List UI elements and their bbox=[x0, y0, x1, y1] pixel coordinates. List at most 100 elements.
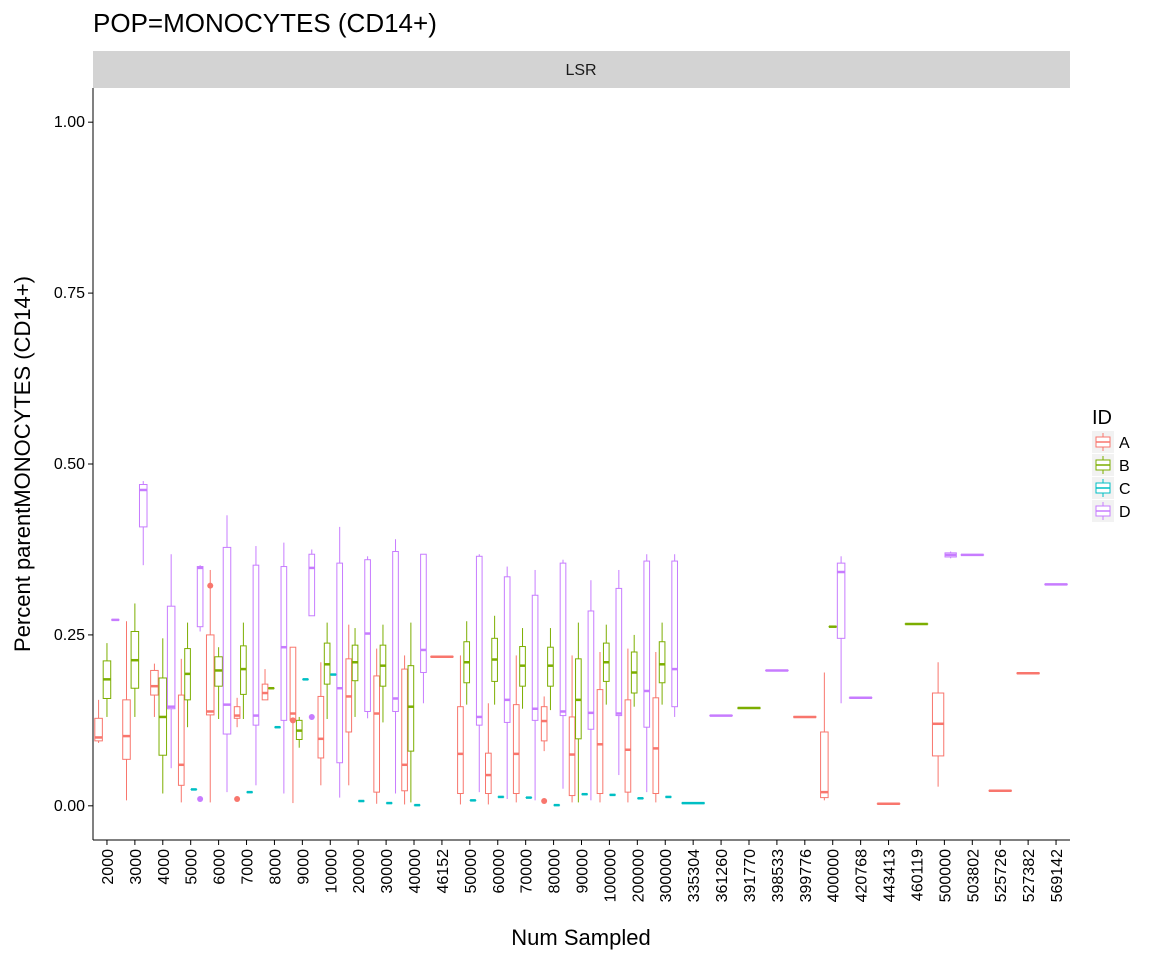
box-iqr bbox=[671, 560, 678, 708]
box-d-90000 bbox=[587, 580, 595, 801]
box-iqr bbox=[392, 551, 399, 712]
box-iqr bbox=[233, 706, 241, 719]
box-b-300000 bbox=[658, 622, 666, 705]
box-iqr bbox=[559, 562, 567, 717]
box-iqr bbox=[457, 706, 464, 795]
x-tick-label: 391770 bbox=[742, 849, 759, 902]
box-b-70000 bbox=[519, 628, 526, 709]
box-iqr bbox=[364, 559, 371, 712]
box-b-4000 bbox=[158, 638, 168, 794]
x-tick-label: 30000 bbox=[379, 849, 396, 894]
x-axis-title: Num Sampled bbox=[511, 925, 650, 950]
x-tick-label: 50000 bbox=[463, 849, 480, 894]
box-iqr bbox=[503, 576, 511, 723]
box-iqr bbox=[587, 610, 595, 730]
box-iqr bbox=[531, 594, 539, 721]
box-a-3000 bbox=[122, 621, 131, 801]
box-b-40000 bbox=[407, 622, 415, 803]
box-d-4000 bbox=[166, 554, 176, 769]
legend-label: C bbox=[1119, 481, 1131, 498]
box-d-8000 bbox=[280, 542, 288, 794]
x-tick-label: 525726 bbox=[993, 849, 1010, 902]
box-iqr bbox=[401, 668, 408, 792]
box-a-30000 bbox=[373, 648, 381, 804]
x-tick-label: 9000 bbox=[295, 849, 312, 885]
box-b-10000 bbox=[323, 622, 331, 719]
box-b-30000 bbox=[379, 624, 387, 723]
box-d-400000 bbox=[836, 556, 846, 704]
x-tick-label: 2000 bbox=[100, 849, 117, 885]
box-iqr bbox=[643, 560, 651, 728]
legend-item-b: B bbox=[1092, 454, 1130, 476]
x-tick-label: 40000 bbox=[407, 849, 424, 894]
x-tick-label: 569142 bbox=[1049, 849, 1066, 902]
box-a-9000 bbox=[289, 646, 297, 804]
series-a bbox=[94, 569, 1040, 806]
x-tick-label: 399776 bbox=[798, 849, 815, 902]
y-tick-label: 0.50 bbox=[54, 456, 85, 473]
box-iqr bbox=[150, 669, 159, 696]
x-tick-label: 300000 bbox=[658, 849, 675, 902]
box-b-7000 bbox=[240, 622, 247, 719]
series-b bbox=[102, 603, 929, 803]
box-iqr bbox=[615, 587, 623, 717]
box-d-100000 bbox=[615, 569, 623, 776]
outlier-point bbox=[234, 795, 241, 802]
box-a-50000 bbox=[457, 655, 464, 805]
x-tick-label: 460119 bbox=[909, 849, 926, 901]
outlier-point bbox=[289, 717, 296, 724]
box-b-100000 bbox=[602, 624, 610, 705]
box-iqr bbox=[122, 699, 131, 760]
box-a-7000 bbox=[233, 697, 241, 802]
x-tick-label: 398533 bbox=[770, 849, 787, 902]
x-tick-label: 335304 bbox=[686, 849, 703, 902]
box-d-60000 bbox=[503, 566, 511, 799]
box-b-6000 bbox=[214, 647, 223, 719]
y-axis-ticks: 0.00 0.25 0.50 0.75 1.00 bbox=[54, 114, 93, 815]
box-b-5000 bbox=[184, 622, 191, 728]
facet-strip bbox=[93, 51, 1070, 88]
box-a-20000 bbox=[345, 624, 353, 786]
box-iqr bbox=[196, 566, 204, 628]
box-a-5000 bbox=[177, 658, 185, 803]
box-iqr bbox=[836, 562, 846, 639]
x-tick-label: 6000 bbox=[212, 849, 229, 885]
box-b-60000 bbox=[491, 615, 498, 705]
x-tick-label: 400000 bbox=[826, 849, 843, 902]
box-d-500000 bbox=[944, 551, 957, 559]
box-iqr bbox=[475, 555, 483, 726]
x-tick-label: 80000 bbox=[547, 849, 564, 894]
box-iqr bbox=[317, 695, 325, 759]
series-d bbox=[111, 481, 1068, 802]
box-a-500000 bbox=[931, 662, 945, 787]
x-tick-label: 70000 bbox=[519, 849, 536, 894]
box-iqr bbox=[568, 716, 576, 797]
box-d-80000 bbox=[559, 559, 567, 789]
series-c bbox=[190, 673, 705, 807]
x-tick-label: 20000 bbox=[351, 849, 368, 894]
x-tick-label: 527382 bbox=[1021, 849, 1038, 902]
x-tick-label: 90000 bbox=[575, 849, 592, 894]
legend-item-c: C bbox=[1092, 477, 1131, 499]
box-iqr bbox=[94, 717, 103, 742]
x-tick-label: 7000 bbox=[240, 849, 257, 885]
box-a-2000 bbox=[94, 699, 103, 743]
box-a-100000 bbox=[596, 652, 604, 803]
box-a-300000 bbox=[652, 652, 660, 803]
y-tick-label: 1.00 bbox=[54, 114, 85, 131]
x-tick-label: 503802 bbox=[965, 849, 982, 902]
box-iqr bbox=[407, 665, 415, 752]
x-tick-label: 5000 bbox=[184, 849, 201, 885]
x-tick-label: 443413 bbox=[882, 849, 899, 902]
legend-label: A bbox=[1119, 435, 1130, 452]
box-b-9000 bbox=[295, 716, 303, 748]
box-d-6000 bbox=[222, 515, 232, 793]
box-a-40000 bbox=[401, 655, 408, 805]
box-a-6000 bbox=[205, 569, 215, 803]
box-iqr bbox=[289, 646, 297, 721]
box-iqr bbox=[420, 553, 427, 674]
box-iqr bbox=[624, 699, 632, 793]
box-d-50000 bbox=[475, 554, 483, 793]
x-tick-label: 60000 bbox=[491, 849, 508, 894]
